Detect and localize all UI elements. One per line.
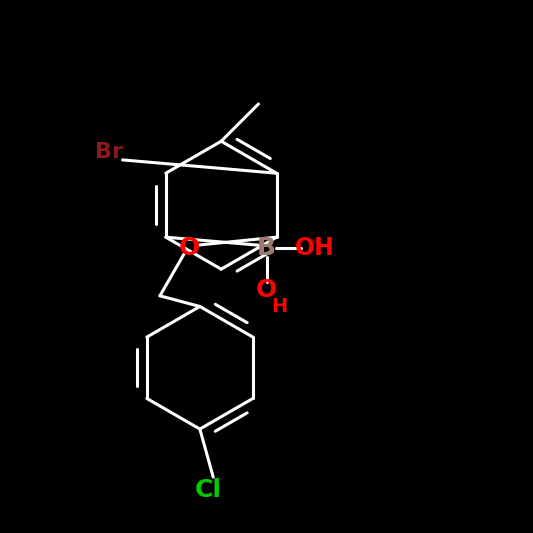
Text: O: O [179, 236, 200, 260]
Text: OH: OH [295, 236, 334, 260]
Text: Cl: Cl [195, 478, 221, 503]
Text: H: H [272, 297, 288, 316]
Text: Br: Br [95, 142, 123, 162]
Text: O: O [256, 278, 277, 303]
Text: B: B [257, 236, 276, 260]
